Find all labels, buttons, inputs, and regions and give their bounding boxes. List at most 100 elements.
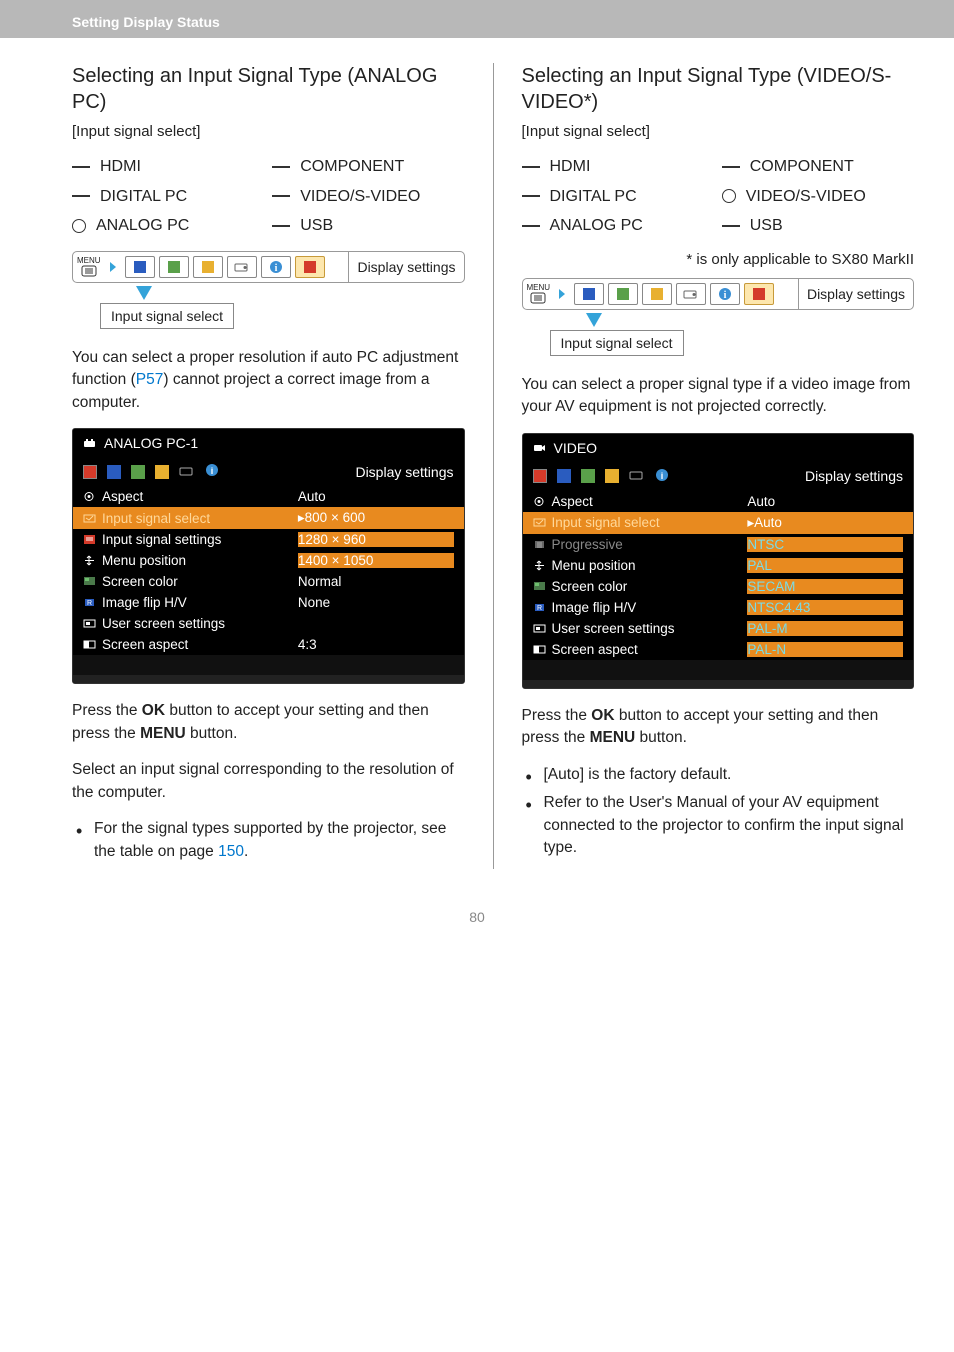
- menu-button-label: MENU: [73, 252, 105, 282]
- osd-blank: [523, 660, 914, 680]
- dash-icon: [272, 225, 290, 227]
- signal-option[interactable]: VIDEO/S-VIDEO: [272, 182, 464, 212]
- osd-row-label: Menu position: [83, 553, 298, 568]
- osd-tab-icon: [107, 465, 121, 479]
- dash-icon: [522, 225, 540, 227]
- osd-tab-icon: [155, 465, 169, 479]
- osd-row-label: RImage flip H/V: [533, 600, 748, 615]
- osd-row[interactable]: Screen aspect4:3: [73, 634, 464, 655]
- signal-option[interactable]: USB: [722, 211, 914, 241]
- menu-tab[interactable]: [227, 256, 257, 278]
- menu-tab[interactable]: i: [261, 256, 291, 278]
- osd-foot: [73, 675, 464, 683]
- ok-label: OK: [591, 707, 614, 724]
- dash-icon: [72, 166, 90, 168]
- osd-row-value: PAL-M: [747, 621, 903, 636]
- osd-row[interactable]: AspectAuto: [523, 491, 914, 512]
- osd-row[interactable]: Menu position1400 × 1050: [73, 550, 464, 571]
- signal-option[interactable]: COMPONENT: [722, 152, 914, 182]
- osd-row[interactable]: Input signal select▸800 × 600: [73, 507, 464, 529]
- menu-tab[interactable]: [193, 256, 223, 278]
- signal-option[interactable]: ANALOG PC: [72, 211, 264, 241]
- signal-option[interactable]: HDMI: [522, 152, 714, 182]
- signal-option[interactable]: DIGITAL PC: [522, 182, 714, 212]
- right-bullets: [Auto] is the factory default.Refer to t…: [522, 764, 915, 860]
- video-icon: [533, 442, 546, 453]
- osd-row-value: 4:3: [298, 637, 454, 652]
- svg-text:i: i: [211, 466, 214, 476]
- osd-row-label: Progressive: [533, 537, 748, 552]
- osd-row-label: Screen color: [533, 579, 748, 594]
- signal-label: DIGITAL PC: [100, 184, 187, 210]
- signal-label: ANALOG PC: [96, 213, 189, 239]
- page-header: Setting Display Status: [0, 0, 954, 38]
- signal-option[interactable]: HDMI: [72, 152, 264, 182]
- osd-title-row: ANALOG PC-1: [73, 429, 464, 457]
- signal-label: VIDEO/S-VIDEO: [300, 184, 420, 210]
- pointer: [522, 310, 915, 330]
- dash-icon: [722, 225, 740, 227]
- osd-row-value: Normal: [298, 574, 454, 589]
- signal-option[interactable]: VIDEO/S-VIDEO: [722, 182, 914, 212]
- osd-row[interactable]: RImage flip H/VNone: [73, 592, 464, 613]
- column-divider: [493, 63, 494, 869]
- svg-text:i: i: [660, 471, 663, 481]
- osd-row[interactable]: Menu positionPAL: [523, 555, 914, 576]
- osd-row[interactable]: RImage flip H/VNTSC4.43: [523, 597, 914, 618]
- menu-tab[interactable]: [125, 256, 155, 278]
- menu-bar: MENU i Display settings: [72, 251, 465, 283]
- osd-row-label: Screen aspect: [83, 637, 298, 652]
- dash-icon: [522, 166, 540, 168]
- osd-row-value: 1400 × 1050: [298, 553, 454, 568]
- osd-row[interactable]: Screen colorSECAM: [523, 576, 914, 597]
- osd-row-label: Aspect: [533, 494, 748, 509]
- osd-row[interactable]: User screen settings: [73, 613, 464, 634]
- menu-tab[interactable]: [744, 283, 774, 305]
- signal-label: USB: [750, 213, 783, 239]
- radio-selected-icon: [722, 189, 736, 203]
- osd-row-value: None: [298, 595, 454, 610]
- left-intro: You can select a proper resolution if au…: [72, 347, 465, 414]
- osd-row[interactable]: Input signal settings1280 × 960: [73, 529, 464, 550]
- signal-label: VIDEO/S-VIDEO: [746, 184, 866, 210]
- osd-row[interactable]: User screen settingsPAL-M: [523, 618, 914, 639]
- menu-tab[interactable]: [574, 283, 604, 305]
- osd-row[interactable]: Screen aspectPAL-N: [523, 639, 914, 660]
- osd-row-value: ▸800 × 600: [298, 510, 454, 526]
- osd-tab-icon: [83, 465, 97, 479]
- menu-tab[interactable]: [676, 283, 706, 305]
- footnote: * is only applicable to SX80 MarkII: [522, 251, 915, 268]
- menu-tab[interactable]: i: [710, 283, 740, 305]
- menu-tab[interactable]: [608, 283, 638, 305]
- p57-link[interactable]: P57: [136, 371, 164, 388]
- tab-strip: i: [570, 279, 798, 309]
- menu-tab[interactable]: [159, 256, 189, 278]
- osd-row[interactable]: ProgressiveNTSC: [523, 534, 914, 555]
- signal-option[interactable]: ANALOG PC: [522, 211, 714, 241]
- signal-option[interactable]: COMPONENT: [272, 152, 464, 182]
- signal-option[interactable]: USB: [272, 211, 464, 241]
- bullet-item: Refer to the User's Manual of your AV eq…: [526, 792, 915, 859]
- osd-row[interactable]: Screen colorNormal: [73, 571, 464, 592]
- osd-row-value: SECAM: [747, 579, 903, 594]
- svg-text:i: i: [724, 290, 727, 301]
- signal-label: COMPONENT: [300, 154, 404, 180]
- menu-arrow: [105, 252, 121, 282]
- svg-text:R: R: [87, 600, 92, 607]
- left-signal-list: HDMIDIGITAL PC ANALOG PC COMPONENT VIDEO/S-…: [72, 152, 465, 241]
- tab-strip: i: [121, 252, 349, 282]
- signal-label: ANALOG PC: [550, 213, 643, 239]
- osd-tabs: iDisplay settings: [523, 462, 914, 491]
- osd-row-value: PAL: [747, 558, 903, 573]
- right-subheading: [Input signal select]: [522, 123, 915, 140]
- left-column: Selecting an Input Signal Type (ANALOG P…: [72, 63, 465, 869]
- menu-tab[interactable]: [642, 283, 672, 305]
- osd-row-label: User screen settings: [83, 616, 298, 631]
- osd-row[interactable]: AspectAuto: [73, 486, 464, 507]
- osd-foot: [523, 680, 914, 688]
- page-150-link[interactable]: 150: [218, 843, 244, 860]
- left-press-text: Press the OK button to accept your setti…: [72, 700, 465, 745]
- osd-row[interactable]: Input signal select▸Auto: [523, 512, 914, 534]
- menu-tab[interactable]: [295, 256, 325, 278]
- signal-option[interactable]: DIGITAL PC: [72, 182, 264, 212]
